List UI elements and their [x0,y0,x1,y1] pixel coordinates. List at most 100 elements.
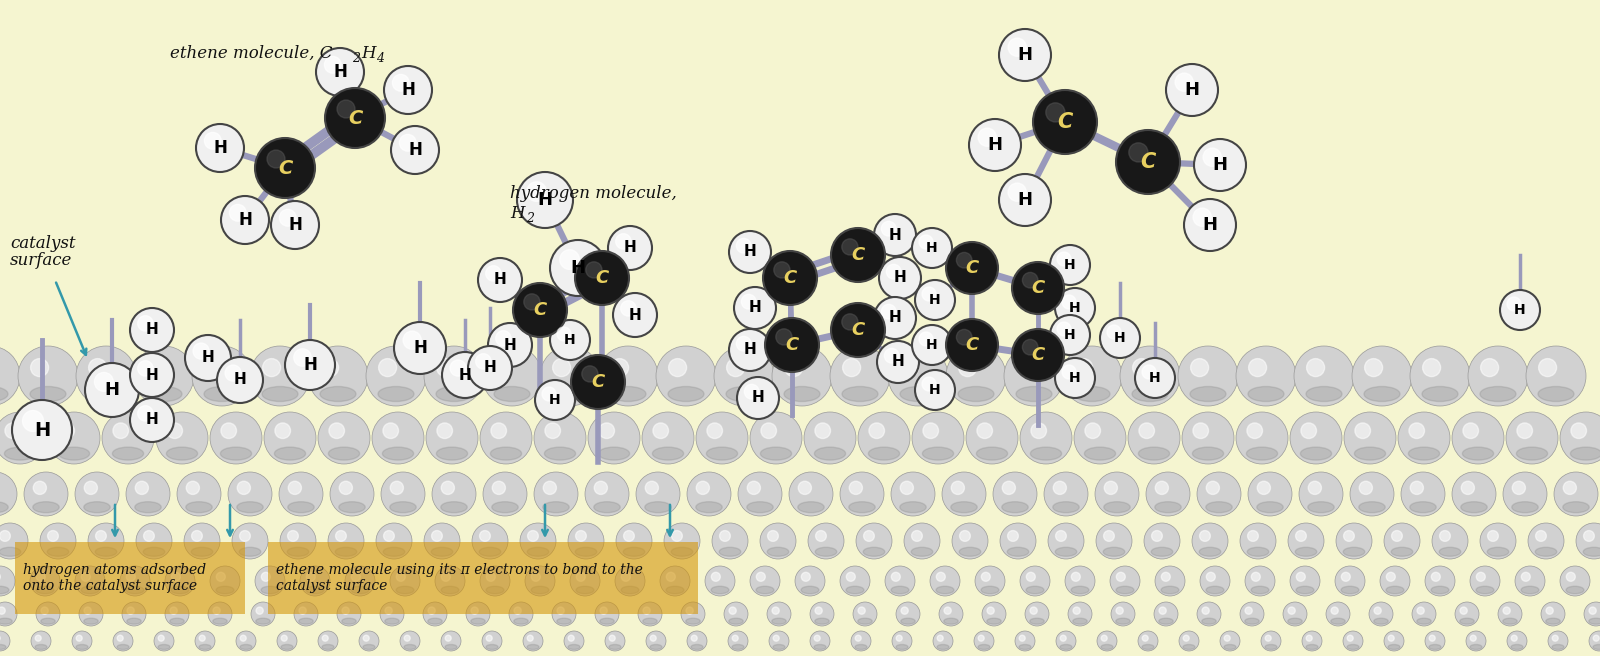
Circle shape [40,523,77,559]
Circle shape [435,566,466,596]
Ellipse shape [936,586,954,594]
Circle shape [1146,472,1190,516]
Circle shape [264,412,317,464]
Circle shape [1360,482,1373,495]
Text: H: H [1069,301,1082,315]
Ellipse shape [221,447,251,460]
Circle shape [1429,635,1435,641]
Circle shape [918,332,933,346]
Text: H: H [888,228,901,243]
Text: H: H [571,259,586,277]
Circle shape [1002,482,1016,495]
Ellipse shape [896,644,909,649]
Ellipse shape [432,547,453,556]
Circle shape [1008,183,1026,201]
Ellipse shape [802,586,819,594]
Ellipse shape [320,386,355,401]
Circle shape [261,572,270,581]
Circle shape [325,88,386,148]
Circle shape [1246,423,1262,438]
Circle shape [864,531,874,541]
Text: 2: 2 [526,212,534,225]
Ellipse shape [600,618,614,625]
Ellipse shape [32,502,59,513]
Circle shape [1134,358,1174,398]
Circle shape [1021,412,1072,464]
Circle shape [552,602,576,626]
Ellipse shape [1363,386,1400,401]
Ellipse shape [594,502,621,513]
Text: ethene molecule using its π electrons to bond to the
catalyst surface: ethene molecule using its π electrons to… [277,563,643,593]
Ellipse shape [686,618,701,625]
Circle shape [37,572,45,581]
Ellipse shape [213,618,227,625]
Ellipse shape [531,586,549,594]
Circle shape [1110,602,1134,626]
Ellipse shape [146,386,182,401]
Ellipse shape [486,586,504,594]
Ellipse shape [205,386,240,401]
Circle shape [982,602,1006,626]
Ellipse shape [842,386,878,401]
Text: H: H [1184,81,1200,99]
Ellipse shape [1192,447,1224,460]
Circle shape [987,607,994,614]
Circle shape [405,635,410,641]
Circle shape [1240,602,1264,626]
Circle shape [480,566,510,596]
Circle shape [523,294,541,310]
Circle shape [576,531,586,541]
Circle shape [299,607,306,614]
Ellipse shape [256,618,270,625]
Circle shape [594,482,608,495]
Circle shape [798,482,811,495]
Circle shape [915,370,955,410]
Circle shape [1488,531,1498,541]
Circle shape [35,635,42,641]
Ellipse shape [35,644,46,649]
Circle shape [1128,412,1181,464]
Circle shape [397,572,405,581]
Circle shape [1139,423,1155,438]
Ellipse shape [771,618,786,625]
Circle shape [611,359,629,377]
Ellipse shape [186,502,213,513]
Circle shape [707,423,723,438]
Circle shape [605,631,626,651]
Ellipse shape [526,644,539,649]
Text: H: H [926,241,938,255]
Circle shape [0,412,46,464]
Ellipse shape [976,447,1008,460]
Ellipse shape [798,502,824,513]
Ellipse shape [1594,644,1600,649]
Ellipse shape [288,502,314,513]
Circle shape [952,523,989,559]
Circle shape [424,523,461,559]
Text: H: H [926,338,938,352]
Circle shape [363,635,370,641]
Circle shape [306,572,315,581]
Circle shape [586,262,602,278]
Circle shape [1251,572,1261,581]
Circle shape [802,572,810,581]
Circle shape [198,635,205,641]
Circle shape [930,566,960,596]
Circle shape [288,482,301,495]
Ellipse shape [445,644,458,649]
Circle shape [661,566,690,596]
Circle shape [885,566,915,596]
Ellipse shape [1030,447,1062,460]
Circle shape [1197,602,1221,626]
Ellipse shape [1059,644,1072,649]
Ellipse shape [83,618,98,625]
Circle shape [1056,531,1066,541]
Circle shape [1307,359,1325,377]
Circle shape [978,128,997,146]
Circle shape [1522,572,1530,581]
Ellipse shape [869,447,899,460]
Circle shape [762,423,776,438]
Circle shape [1453,412,1504,464]
Ellipse shape [1072,618,1088,625]
Ellipse shape [1117,586,1134,594]
Text: H: H [504,337,517,352]
